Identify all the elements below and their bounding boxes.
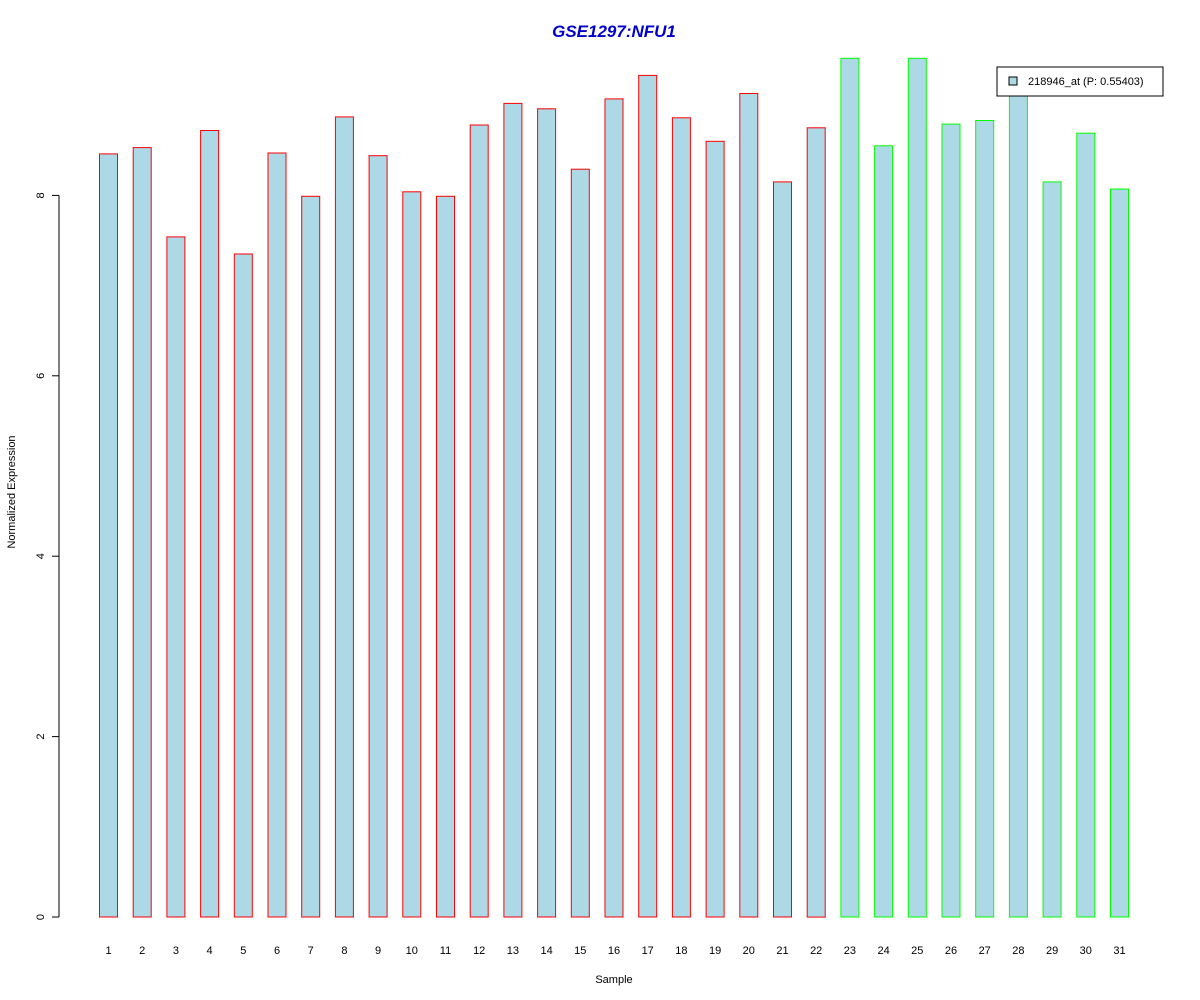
x-tick-label: 9 xyxy=(375,945,381,957)
y-tick-label: 0 xyxy=(35,914,47,920)
x-tick-label: 15 xyxy=(574,945,586,957)
x-tick-label: 25 xyxy=(911,945,923,957)
bar-sample-12 xyxy=(469,124,489,918)
x-tick-label: 28 xyxy=(1012,945,1024,957)
bar-sample-31 xyxy=(1110,188,1129,918)
x-tick-label: 10 xyxy=(406,945,418,957)
bar-sample-13 xyxy=(503,102,523,918)
legend-box xyxy=(996,66,1164,97)
x-tick-label: 5 xyxy=(240,945,246,957)
bar-sample-11 xyxy=(436,195,455,918)
bars-group xyxy=(99,57,1129,918)
x-tick-label: 17 xyxy=(642,945,654,957)
x-tick-label: 4 xyxy=(207,945,213,957)
bar-sample-27 xyxy=(975,120,995,918)
bar-sample-20 xyxy=(739,93,759,918)
x-axis-label: Sample xyxy=(595,974,632,986)
y-axis-label: Normalized Expression xyxy=(6,435,18,548)
x-tick-label: 23 xyxy=(844,945,856,957)
bar-sample-14 xyxy=(537,108,557,918)
y-tick-label: 8 xyxy=(35,192,47,198)
bar-sample-24 xyxy=(874,145,894,918)
x-tick-label: 16 xyxy=(608,945,620,957)
x-tick-label: 11 xyxy=(440,945,451,957)
bar-sample-22 xyxy=(806,127,826,918)
x-tick-labels: 1 2 3 4 5 6 7 8 9 10 11 12 13 14 15 16 17 18 19 20 21 22 23 24 2… xyxy=(105,945,1125,957)
bar-sample-7 xyxy=(301,195,321,918)
x-tick-label: 1 xyxy=(105,945,111,957)
x-tick-label: 30 xyxy=(1080,945,1092,957)
x-tick-label: 3 xyxy=(173,945,179,957)
x-tick-label: 14 xyxy=(540,945,552,957)
bar-sample-8 xyxy=(334,116,354,918)
x-tick-label: 24 xyxy=(877,945,889,957)
x-tick-label: 20 xyxy=(743,945,755,957)
y-tick-label: 2 xyxy=(35,734,47,740)
bar-sample-15 xyxy=(570,168,590,918)
x-tick-label: 12 xyxy=(473,945,485,957)
bar-sample-21 xyxy=(773,181,792,918)
bar-sample-25 xyxy=(907,57,927,918)
bar-sample-16 xyxy=(604,98,624,918)
y-axis: 0 2 4 6 8 xyxy=(35,192,60,920)
bar-sample-17 xyxy=(638,74,658,918)
bar-sample-1 xyxy=(99,153,118,918)
bar-sample-18 xyxy=(671,117,691,918)
x-tick-label: 29 xyxy=(1046,945,1058,957)
legend-label: 218946_at (P: 0.55403) xyxy=(1028,76,1144,88)
x-tick-label: 19 xyxy=(709,945,721,957)
bar-sample-23 xyxy=(840,57,860,918)
x-tick-label: 2 xyxy=(139,945,145,957)
chart-title: GSE1297:NFU1 xyxy=(552,22,676,41)
bar-sample-6 xyxy=(267,152,287,918)
x-tick-label: 18 xyxy=(675,945,687,957)
bar-sample-9 xyxy=(368,155,388,918)
bar-sample-2 xyxy=(132,147,152,918)
x-tick-label: 22 xyxy=(810,945,822,957)
y-tick-label: 6 xyxy=(35,373,47,379)
x-tick-label: 31 xyxy=(1113,945,1125,957)
bar-sample-4 xyxy=(200,130,220,918)
x-tick-label: 26 xyxy=(945,945,957,957)
x-tick-label: 8 xyxy=(341,945,347,957)
bar-sample-3 xyxy=(166,236,186,918)
x-tick-label: 21 xyxy=(776,945,788,957)
bar-sample-28 xyxy=(1008,86,1028,918)
legend: 218946_at (P: 0.55403) xyxy=(996,66,1164,97)
x-tick-label: 6 xyxy=(274,945,280,957)
bar-sample-10 xyxy=(402,191,422,918)
x-tick-label: 7 xyxy=(308,945,314,957)
bar-sample-19 xyxy=(705,140,725,918)
bar-sample-29 xyxy=(1042,181,1062,918)
legend-swatch xyxy=(1008,76,1018,86)
y-tick-label: 4 xyxy=(35,553,47,559)
bar-sample-5 xyxy=(233,253,253,918)
x-tick-label: 27 xyxy=(979,945,991,957)
x-tick-label: 13 xyxy=(507,945,519,957)
bar-sample-26 xyxy=(941,123,961,918)
bar-sample-30 xyxy=(1076,132,1096,918)
